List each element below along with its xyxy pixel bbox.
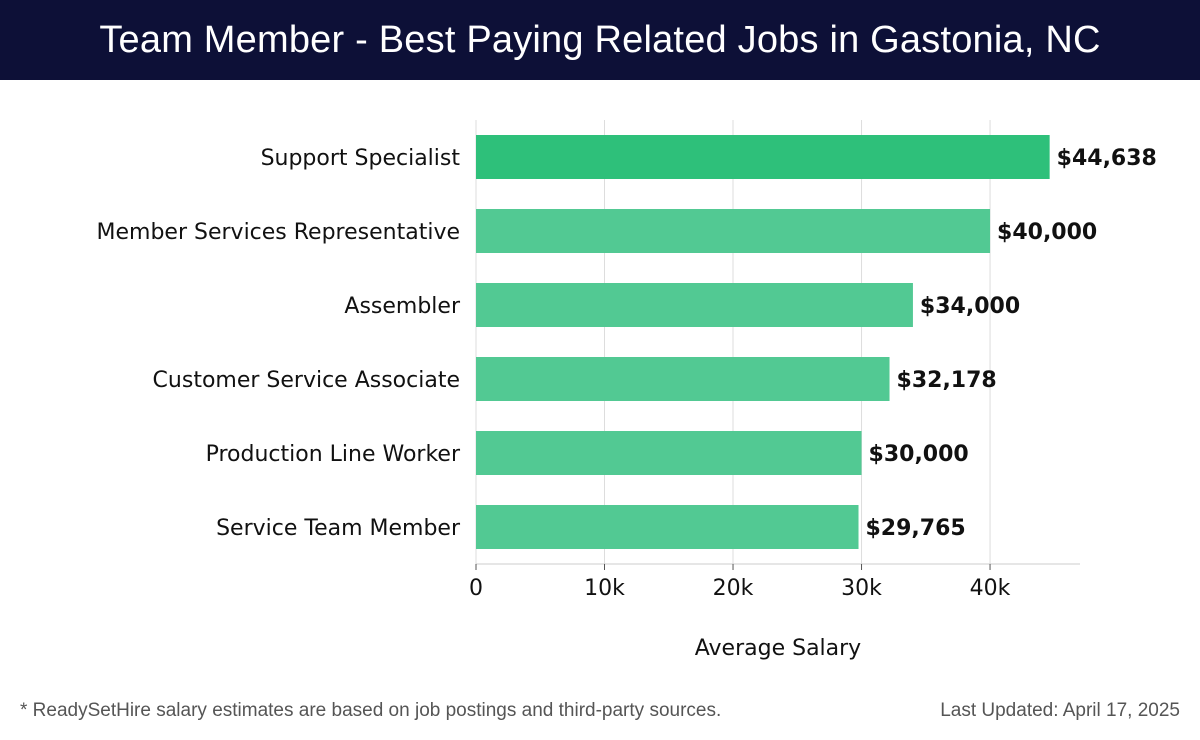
category-label-0: Support Specialist <box>261 146 461 171</box>
bar-2 <box>476 283 913 327</box>
value-label-3: $32,178 <box>897 368 997 393</box>
value-label-2: $34,000 <box>920 294 1020 319</box>
bar-3 <box>476 357 890 401</box>
value-label-0: $44,638 <box>1057 146 1157 171</box>
value-label-1: $40,000 <box>997 220 1097 245</box>
x-axis-title: Average Salary <box>695 636 861 661</box>
bar-4 <box>476 431 862 475</box>
bar-chart: 0 10k 20k 30k 40k Average Salary Support Speci… <box>97 120 1157 661</box>
category-label-1: Member Services Representative <box>97 220 460 245</box>
category-label-2: Assembler <box>344 294 461 319</box>
value-label-5: $29,765 <box>866 516 966 541</box>
source-note: * ReadySetHire salary estimates are base… <box>20 700 722 721</box>
last-updated: Last Updated: April 17, 2025 <box>940 700 1180 721</box>
category-label-4: Production Line Worker <box>206 442 461 467</box>
chart-title: Team Member - Best Paying Related Jobs i… <box>0 0 1200 80</box>
value-label-4: $30,000 <box>869 442 969 467</box>
x-tick-label-4: 40k <box>970 576 1011 601</box>
x-tick-label-2: 20k <box>713 576 754 601</box>
category-label-5: Service Team Member <box>216 516 461 541</box>
category-label-3: Customer Service Associate <box>153 368 460 393</box>
x-tick-label-3: 30k <box>841 576 882 601</box>
bar-5 <box>476 505 859 549</box>
bar-1 <box>476 209 991 253</box>
x-tick-label-0: 0 <box>469 576 483 601</box>
bar-0 <box>476 135 1050 179</box>
x-tick-label-1: 10k <box>584 576 625 601</box>
